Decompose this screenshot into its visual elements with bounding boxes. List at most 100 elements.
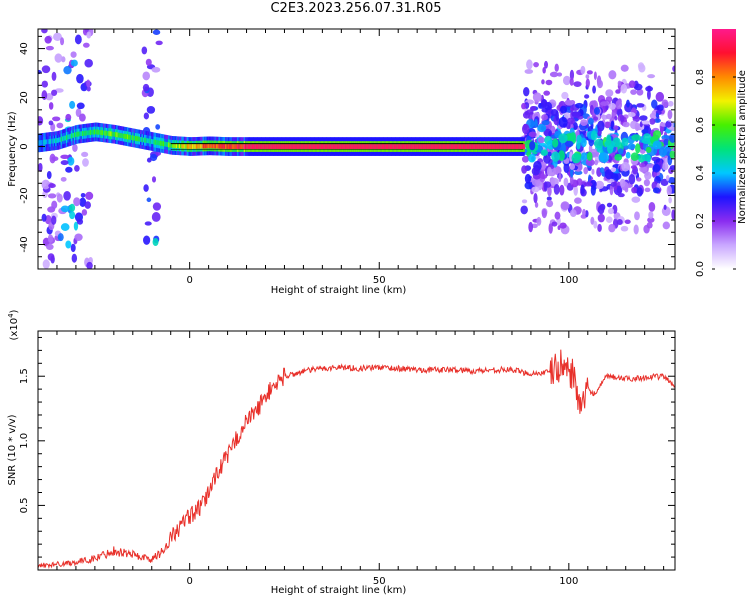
heatmap-cells [38, 29, 675, 269]
carrier-core [502, 144, 505, 149]
carrier-core [365, 144, 369, 149]
noise-blob [639, 115, 648, 121]
noise-blob [646, 221, 653, 229]
carrier-blob [621, 137, 629, 147]
carrier-core [209, 143, 212, 149]
carrier-core [195, 143, 199, 149]
carrier-core [141, 137, 144, 143]
carrier-core [227, 144, 231, 149]
carrier-core [276, 144, 280, 149]
noise-blob [46, 170, 52, 180]
carrier-core [312, 144, 316, 149]
carrier-core [230, 144, 233, 149]
noise-blob [521, 123, 530, 135]
noise-blob [142, 83, 150, 92]
carrier-core [462, 144, 466, 149]
noise-blob [634, 122, 640, 132]
noise-blob [60, 154, 70, 159]
carrier-core [306, 144, 309, 149]
carrier-core [287, 144, 290, 149]
carrier-core [63, 135, 66, 141]
carrier-core [71, 133, 74, 139]
noise-blob [667, 109, 673, 120]
carrier-blob [580, 152, 589, 161]
noise-blob [534, 202, 539, 208]
noise-blob [643, 179, 650, 187]
noise-blob [569, 209, 577, 218]
carrier-core [364, 144, 367, 149]
carrier-core [440, 144, 443, 149]
carrier-core [145, 137, 148, 143]
noise-blob [549, 71, 559, 78]
noise-blob [595, 180, 605, 190]
carrier-core [223, 143, 227, 149]
carrier-core [401, 144, 405, 149]
noise-blob [624, 187, 629, 193]
carrier-core [470, 144, 474, 149]
carrier-core [191, 144, 195, 149]
noise-blob [543, 90, 551, 96]
carrier-core [158, 140, 162, 146]
noise-blob [610, 181, 617, 187]
noise-blob [65, 113, 72, 121]
carrier-core [291, 144, 294, 149]
noise-blob [152, 202, 162, 211]
carrier-core [418, 144, 422, 149]
carrier-core [385, 144, 389, 149]
carrier-core [444, 144, 447, 149]
carrier-core [369, 144, 373, 149]
carrier-core [308, 144, 312, 149]
chart-title: C2E3.2023.256.07.31.R05 [270, 1, 442, 16]
carrier-core [207, 143, 211, 149]
carrier-core [105, 130, 109, 136]
carrier-core [494, 144, 497, 149]
noise-blob [84, 58, 93, 68]
noise-blob [570, 167, 574, 178]
noise-blob [60, 160, 69, 166]
noise-blob [585, 74, 590, 79]
carrier-core [157, 140, 160, 146]
carrier-core [463, 144, 467, 149]
noise-blob [562, 75, 571, 86]
carrier-core [359, 144, 362, 149]
noise-blob [661, 99, 669, 108]
noise-blob [60, 37, 65, 46]
carrier-core [405, 144, 409, 149]
carrier-core [161, 141, 164, 146]
carrier-core [412, 144, 415, 149]
carrier-core [133, 135, 136, 141]
noise-blob [141, 46, 148, 55]
carrier-core [335, 144, 338, 149]
noise-blob [641, 129, 649, 134]
noise-blob [155, 40, 163, 46]
noise-spot [69, 211, 76, 220]
noise-blob [554, 63, 559, 72]
carrier-core [283, 144, 286, 149]
noise-blob [628, 173, 636, 185]
carrier-core [148, 138, 151, 144]
noise-blob [528, 221, 534, 233]
noise-blob [47, 234, 54, 243]
noise-blob [593, 220, 598, 229]
carrier-core [409, 144, 412, 149]
colorbar-label: Normalized spectral amplitude [737, 70, 748, 224]
carrier-core [406, 144, 410, 149]
noise-blob [541, 208, 547, 219]
carrier-core [112, 131, 115, 137]
carrier-core [417, 144, 420, 149]
carrier-core [68, 134, 71, 140]
carrier-core [461, 144, 464, 149]
noise-blob [644, 171, 652, 180]
carrier-blob [631, 134, 641, 141]
carrier-core [51, 138, 54, 144]
carrier-core [450, 144, 454, 149]
carrier-core [274, 144, 277, 149]
carrier-core [93, 129, 97, 135]
carrier-core [101, 130, 105, 136]
carrier-core [438, 144, 442, 149]
carrier-core [522, 144, 525, 149]
carrier-core [47, 139, 50, 145]
noise-spot [69, 203, 76, 212]
carrier-core [44, 139, 48, 145]
carrier-core [87, 130, 90, 136]
